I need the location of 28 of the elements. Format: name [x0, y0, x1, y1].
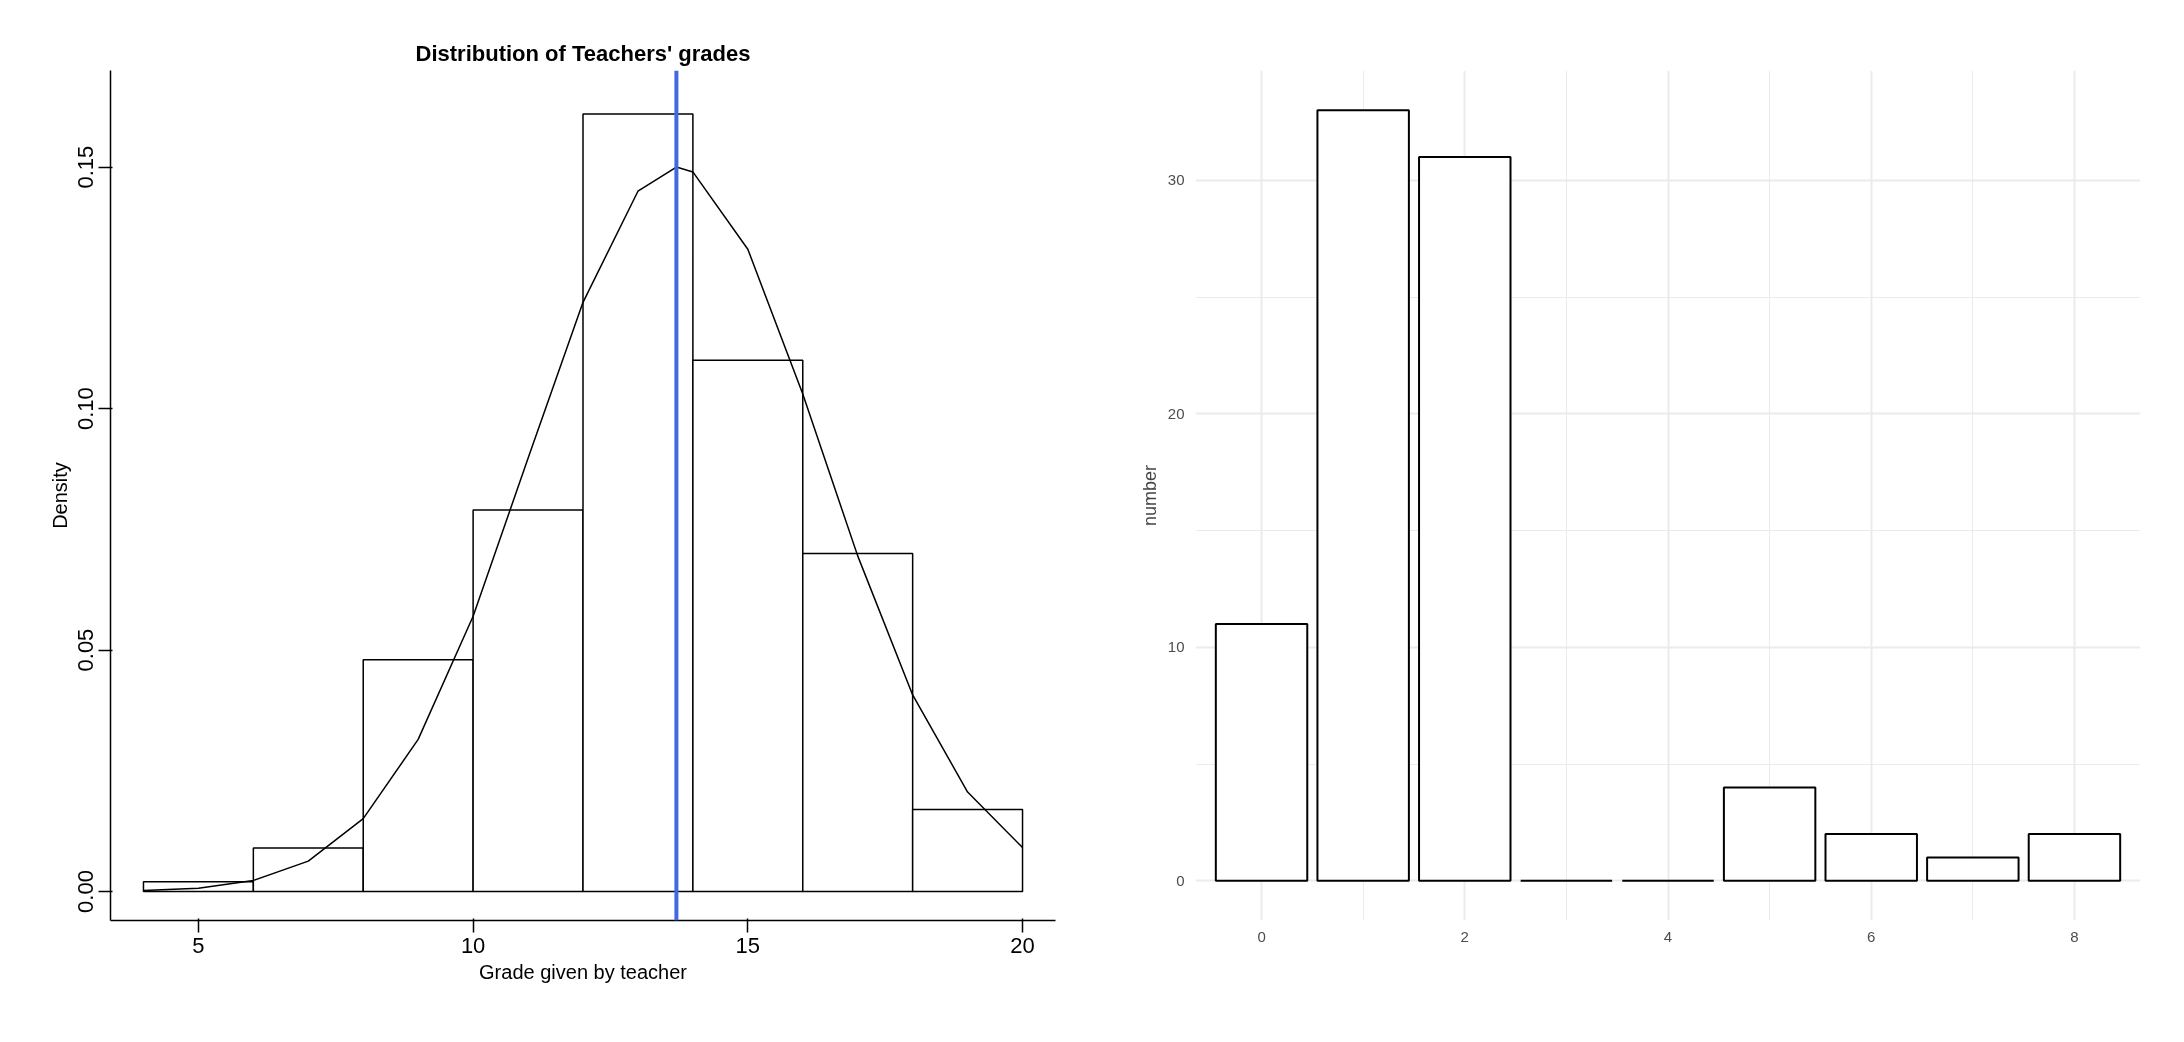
x-tick-label: 8 [2070, 927, 2079, 945]
y-tick-label: 0.15 [73, 145, 99, 189]
bar [1418, 155, 1512, 882]
y-tick-label: 0 [1176, 871, 1185, 889]
y-tick-label: 20 [1167, 404, 1185, 422]
y-tick-label: 0.10 [73, 387, 99, 430]
y-axis-title: Density [48, 462, 71, 529]
y-tick-label: 0.05 [73, 628, 99, 672]
y-axis-title: number [1139, 464, 1160, 527]
bar [1824, 833, 1918, 882]
bar [1214, 622, 1309, 882]
x-tick-label: 20 [1010, 932, 1035, 958]
bar [2027, 833, 2122, 882]
y-tick-label: 10 [1167, 638, 1185, 656]
x-tick-label: 0 [1257, 927, 1266, 945]
x-tick-label: 6 [1867, 927, 1876, 945]
bar [1722, 786, 1817, 882]
y-tick-label: 0.00 [73, 870, 99, 913]
x-tick-label: 5 [192, 932, 205, 958]
x-tick-label: 4 [1663, 927, 1673, 945]
x-tick-label: 15 [735, 932, 761, 958]
bar [1926, 856, 2020, 882]
x-axis-title: Grade given by teacher [479, 960, 688, 983]
x-tick-label: 2 [1460, 927, 1469, 945]
chart-title: Distribution of Teachers' grades [415, 40, 751, 66]
bar [1316, 109, 1410, 882]
x-tick-label: 10 [460, 932, 486, 958]
y-tick-label: 30 [1167, 171, 1185, 189]
